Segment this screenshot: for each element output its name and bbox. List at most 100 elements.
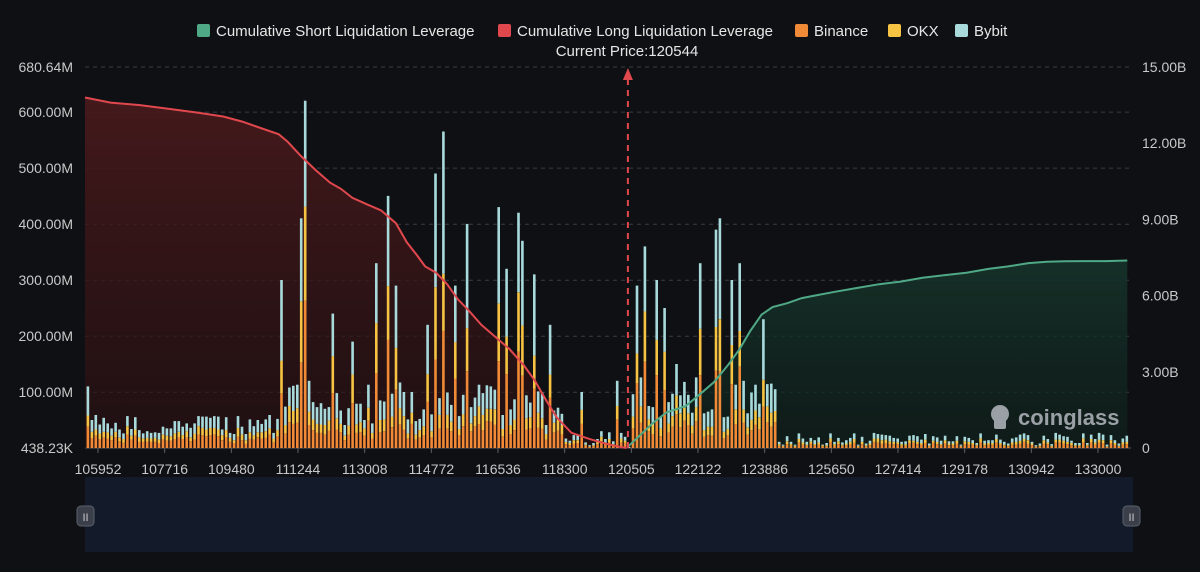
binance-bar xyxy=(1105,446,1109,448)
binance-bar xyxy=(497,361,500,448)
binance-bar xyxy=(1054,442,1057,448)
binance-bar xyxy=(224,437,228,448)
binance-bar xyxy=(465,371,469,448)
bybit-bar xyxy=(647,406,651,420)
bybit-bar xyxy=(983,440,986,444)
okx-bar xyxy=(485,408,489,422)
binance-bar xyxy=(284,433,287,448)
binance-bar xyxy=(750,430,753,448)
bybit-bar xyxy=(655,280,658,340)
binance-bar xyxy=(931,443,935,448)
okx-bar xyxy=(872,438,876,442)
binance-bar xyxy=(544,439,548,448)
legend-item-bybit[interactable]: Bybit xyxy=(955,23,1008,40)
okx-bar xyxy=(935,441,939,444)
binance-bar xyxy=(450,431,453,448)
legend-item-binance[interactable]: Binance xyxy=(795,23,868,40)
okx-bar xyxy=(706,426,710,436)
binance-bar xyxy=(149,441,153,448)
legend-swatch xyxy=(498,24,511,37)
binance-bar xyxy=(789,445,793,448)
okx-bar xyxy=(469,423,473,432)
binance-bar xyxy=(375,372,378,448)
binance-bar xyxy=(556,430,560,448)
binance-bar xyxy=(276,436,279,448)
okx-bar xyxy=(501,429,504,437)
binance-bar xyxy=(201,435,204,448)
okx-bar xyxy=(663,351,666,391)
binance-bar xyxy=(311,430,315,448)
okx-bar xyxy=(805,444,809,446)
bybit-bar xyxy=(951,441,955,444)
legend-item-long[interactable]: Cumulative Long Liquidation Leverage xyxy=(498,23,773,40)
bybit-bar xyxy=(987,440,990,443)
bybit-bar xyxy=(1093,439,1097,443)
bybit-bar xyxy=(529,402,532,418)
scrollbar-handle-left[interactable]: II xyxy=(76,505,95,527)
binance-bar xyxy=(434,359,437,448)
binance-bar xyxy=(619,442,623,448)
okx-bar xyxy=(284,425,287,434)
bybit-bar xyxy=(141,433,145,439)
binance-bar xyxy=(766,422,769,448)
okx-bar xyxy=(852,439,856,443)
bybit-bar xyxy=(805,441,809,445)
binance-bar xyxy=(758,429,761,448)
okx-bar xyxy=(126,426,129,435)
binance-bar xyxy=(864,446,868,448)
bybit-bar xyxy=(347,408,350,426)
scrollbar-track[interactable] xyxy=(85,477,1133,552)
okx-bar xyxy=(560,425,564,435)
bybit-bar xyxy=(351,341,354,375)
binance-bar xyxy=(406,438,410,448)
okx-bar xyxy=(276,430,279,437)
bybit-bar xyxy=(1070,440,1073,443)
okx-bar xyxy=(900,444,903,446)
okx-bar xyxy=(1042,440,1046,444)
bybit-bar xyxy=(904,441,907,445)
range-scrollbar[interactable]: II II xyxy=(76,477,1141,552)
x-tick-label: 107716 xyxy=(141,461,188,477)
binance-bar xyxy=(675,414,678,448)
okx-bar xyxy=(963,441,967,445)
scrollbar-handle-left-grip: II xyxy=(82,512,88,524)
okx-bar xyxy=(849,441,852,445)
okx-bar xyxy=(734,409,737,424)
binance-bar xyxy=(371,438,374,448)
bybit-bar xyxy=(126,416,129,427)
binance-bar xyxy=(880,443,884,448)
legend[interactable]: Cumulative Short Liquidation Leverage Cum… xyxy=(197,23,1008,40)
binance-bar xyxy=(268,434,271,448)
binance-bar xyxy=(252,439,256,448)
okx-bar xyxy=(1086,444,1089,446)
binance-bar xyxy=(576,443,579,448)
legend-item-short[interactable]: Cumulative Short Liquidation Leverage xyxy=(197,23,475,40)
y-right-tick-label: 15.00B xyxy=(1142,59,1186,75)
binance-bar xyxy=(181,439,184,448)
okx-bar xyxy=(1003,444,1006,446)
okx-bar xyxy=(1007,445,1010,447)
x-tick-label: 120505 xyxy=(608,461,655,477)
legend-item-okx[interactable]: OKX xyxy=(888,23,939,40)
legend-label: Cumulative Short Liquidation Leverage xyxy=(216,23,475,40)
bybit-bar xyxy=(770,383,773,413)
okx-bar xyxy=(434,287,437,360)
okx-bar xyxy=(615,406,619,420)
okx-bar xyxy=(564,441,568,444)
bybit-bar xyxy=(683,381,686,408)
bybit-bar xyxy=(442,131,445,274)
bybit-bar xyxy=(742,380,745,410)
bybit-bar xyxy=(509,409,512,426)
bybit-bar xyxy=(544,425,548,434)
binance-bar xyxy=(706,435,710,448)
bybit-bar xyxy=(845,440,848,444)
okx-bar xyxy=(110,435,113,441)
okx-bar xyxy=(193,433,196,440)
okx-bar xyxy=(141,438,145,442)
scrollbar-handle-right[interactable]: II xyxy=(1122,505,1141,527)
okx-bar xyxy=(1074,445,1077,447)
okx-bar xyxy=(825,445,828,447)
binance-bar xyxy=(635,383,639,448)
bybit-bar xyxy=(584,442,587,445)
okx-bar xyxy=(386,286,390,340)
